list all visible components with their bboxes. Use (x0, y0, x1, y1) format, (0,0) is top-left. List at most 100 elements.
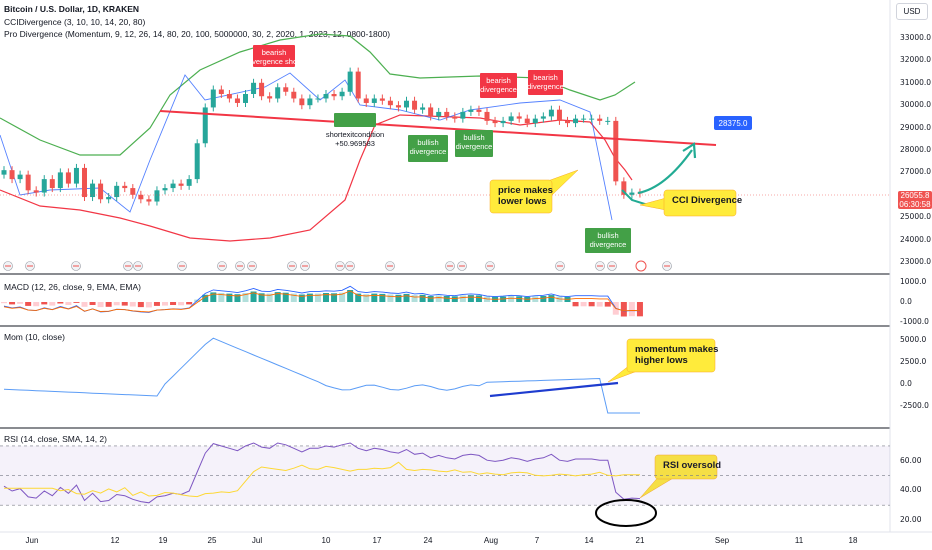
candle-body (444, 111, 450, 117)
macd-histogram-bar (1, 302, 7, 304)
price-tick-label: 30000.0 (900, 100, 932, 110)
candle-body (146, 199, 152, 202)
candle-body (106, 197, 112, 200)
macd-histogram-bar (306, 293, 313, 302)
candle-body (581, 118, 587, 120)
candle-body (218, 89, 224, 94)
price-tick-label: 32000.0 (900, 55, 932, 65)
macd-histogram-bar (443, 296, 450, 302)
momentum-line (3, 337, 640, 414)
macd-histogram-bar (339, 292, 346, 302)
candle-body (49, 179, 55, 189)
resistance-trendline (159, 110, 717, 146)
time-tick-label: 14 (584, 536, 594, 545)
macd-histogram-bar (9, 302, 16, 305)
macd-histogram-bar (403, 293, 410, 302)
candle-body (597, 118, 603, 121)
candle-body (243, 94, 248, 103)
time-tick-label: 17 (372, 536, 382, 545)
currency-button[interactable]: USD (896, 3, 928, 20)
macd-histogram-bar (548, 295, 555, 302)
reversal-hook (621, 189, 649, 206)
bearish-divergence-short-label-text: divergence short (246, 57, 302, 66)
price-lower-lows-callout-text: lower lows (498, 196, 547, 207)
macd-histogram-bar (202, 294, 209, 302)
price-tick-label: 25000.0 (900, 212, 932, 222)
dividend-icon (635, 260, 647, 272)
macd-histogram-bar (145, 302, 152, 308)
momentum-callout-text: higher lows (635, 355, 688, 366)
macd-histogram-bar (218, 293, 225, 302)
candle-body (41, 179, 47, 193)
momentum-callout-text: momentum makes (635, 344, 718, 355)
candle-body (194, 143, 200, 180)
candle-body (178, 183, 184, 186)
macd-histogram-bar (153, 302, 160, 306)
momentum-tick-label: 2500.0 (900, 357, 927, 366)
time-tick-label: Aug (483, 536, 499, 545)
bearish-divergence-label-text: divergence (527, 82, 564, 91)
candle-body (323, 94, 329, 99)
macd-histogram-bar (371, 293, 378, 302)
last-price-badge: 26055.8 06:30:58 (898, 191, 932, 209)
macd-histogram-bar (17, 302, 24, 304)
macd-histogram-bar (596, 302, 603, 307)
price-tick-label: 29000.0 (900, 122, 932, 132)
candle-body (210, 89, 216, 108)
candle-body (484, 111, 490, 121)
candle-body (524, 118, 530, 124)
cci-divergence-callout-tail (639, 197, 667, 211)
candle-body (122, 185, 128, 189)
cci-divergence-legend: CCIDivergence (3, 10, 10, 14, 20, 80) (4, 17, 146, 27)
pro-divergence-legend: Pro Divergence (Momentum, 9, 12, 26, 14,… (4, 29, 391, 39)
candle-body (267, 96, 273, 99)
rsi-line (3, 442, 641, 504)
candle-body (428, 107, 434, 117)
bullish-divergence-label-text: bullish (597, 231, 618, 240)
macd-histogram-bar (355, 293, 362, 302)
bearish-divergence-label-text: bearish (486, 76, 511, 85)
candle-body (33, 190, 39, 193)
candle-body (138, 194, 144, 200)
candle-body (234, 98, 240, 103)
macd-histogram-bar (274, 292, 281, 302)
candle-body (331, 94, 337, 97)
price-tick-label: 27000.0 (900, 167, 932, 177)
candle-body (605, 120, 611, 122)
candle-body (565, 120, 570, 124)
rsi-ma-line (4, 461, 640, 498)
candle-body (186, 179, 192, 186)
rsi-legend: RSI (14, close, SMA, 14, 2) (4, 434, 107, 444)
candle-body (492, 120, 498, 124)
oversold-circle (595, 499, 657, 527)
macd-histogram-bar (572, 302, 579, 307)
rsi-tick-label: 60.00 (900, 455, 922, 465)
macd-histogram-bar (97, 302, 104, 308)
time-tick-label: Sep (714, 536, 730, 545)
candle-body (516, 116, 522, 119)
bullish-divergence-label-box (585, 228, 631, 253)
macd-histogram-bar (41, 302, 48, 305)
macd-histogram-bar (73, 302, 80, 303)
macd-histogram-bar (57, 302, 64, 304)
bullish-divergence-label-box (408, 135, 448, 162)
candle-body (283, 87, 289, 92)
macd-histogram-bar (242, 293, 249, 302)
rsi-tick-label: 40.00 (900, 485, 922, 495)
momentum-tick-label: 0.0 (900, 379, 912, 388)
candle-body (259, 82, 265, 97)
cci-divergence-callout-box (663, 189, 737, 217)
macd-histogram-bar (298, 294, 305, 302)
rsi-oversold-callout-text: RSI oversold (663, 460, 721, 471)
candle-body (275, 87, 281, 99)
price-lower-lows-callout-text: price makes (498, 185, 553, 196)
macd-histogram-bar (250, 291, 257, 302)
time-tick-label: 24 (423, 536, 433, 545)
macd-histogram-bar (89, 302, 96, 305)
price-tick-label: 33000.0 (900, 33, 932, 42)
macd-histogram-bar (121, 302, 128, 306)
candle-body (57, 172, 63, 189)
macd-histogram-bar (258, 293, 265, 302)
macd-histogram-bar (459, 295, 466, 302)
